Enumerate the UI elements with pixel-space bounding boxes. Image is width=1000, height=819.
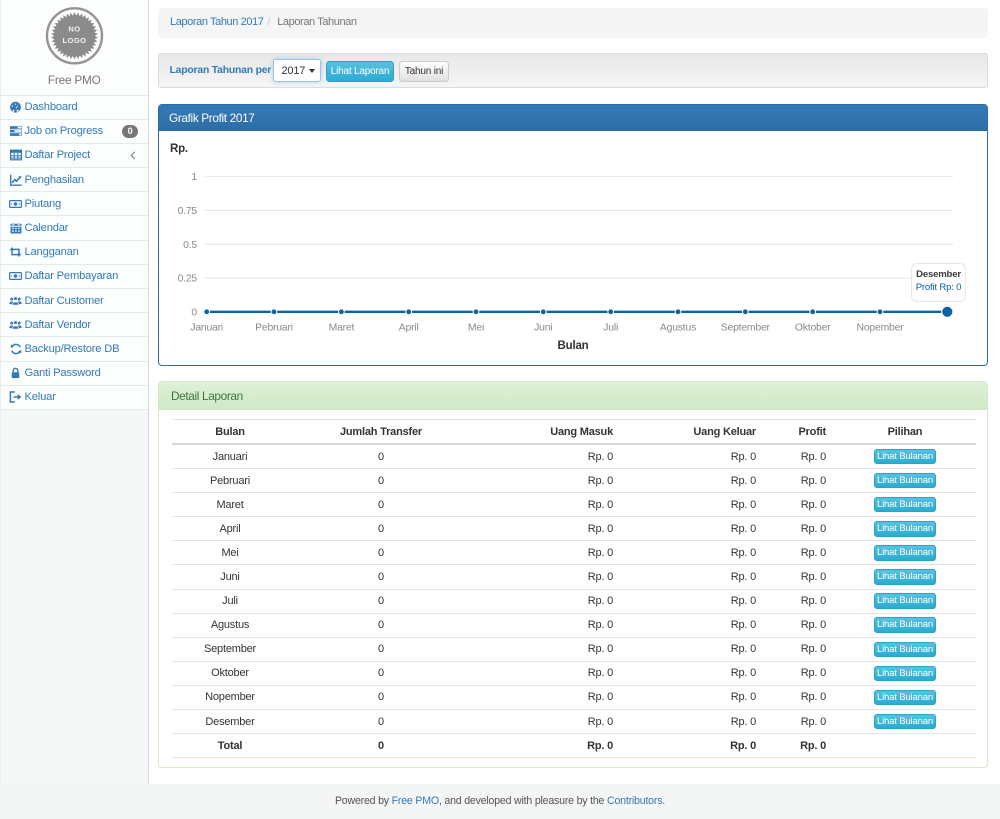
svg-text:0: 0 bbox=[191, 307, 197, 318]
svg-text:Nopember: Nopember bbox=[857, 322, 905, 333]
svg-text:0.75: 0.75 bbox=[178, 206, 198, 217]
svg-text:Maret: Maret bbox=[329, 322, 355, 333]
svg-text:0.5: 0.5 bbox=[183, 239, 197, 250]
svg-text:LOGO: LOGO bbox=[63, 36, 87, 45]
svg-text:Oktober: Oktober bbox=[795, 322, 831, 333]
svg-text:Juli: Juli bbox=[603, 322, 618, 333]
svg-text:Agustus: Agustus bbox=[660, 322, 696, 333]
svg-text:September: September bbox=[721, 322, 771, 333]
svg-text:1: 1 bbox=[191, 172, 197, 183]
svg-text:Januari: Januari bbox=[190, 322, 223, 333]
svg-text:Juni: Juni bbox=[534, 322, 552, 333]
svg-text:NO: NO bbox=[68, 25, 80, 34]
svg-text:0.25: 0.25 bbox=[178, 273, 198, 284]
svg-text:Mei: Mei bbox=[468, 322, 484, 333]
svg-text:Pebruari: Pebruari bbox=[255, 322, 293, 333]
svg-text:April: April bbox=[399, 322, 419, 333]
